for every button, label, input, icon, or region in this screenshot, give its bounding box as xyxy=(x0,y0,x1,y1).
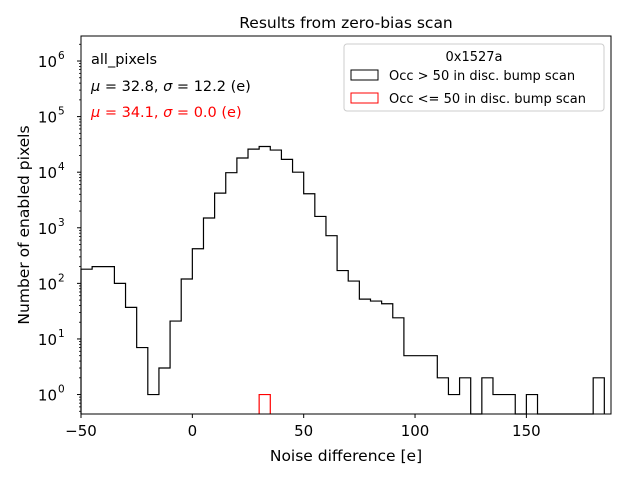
y-tick-exponent: 0 xyxy=(58,384,65,396)
y-tick-label: 10 xyxy=(38,109,57,127)
y-tick-label: 10 xyxy=(38,275,57,293)
legend-label-low-occ: Occ <= 50 in disc. bump scan xyxy=(389,92,586,107)
series-1 xyxy=(258,393,271,414)
legend: 0x1527a Occ > 50 in disc. bump scan Occ … xyxy=(343,43,605,112)
x-tick-label: 100 xyxy=(401,422,430,440)
y-tick-label: 10 xyxy=(38,164,57,182)
histogram-outline-0 xyxy=(80,145,605,415)
x-tick-label: 50 xyxy=(294,422,313,440)
y-tick-exponent: 2 xyxy=(58,272,65,284)
y-tick-label: 10 xyxy=(38,331,57,349)
y-axis-label: Number of enabled pixels xyxy=(15,125,33,324)
y-tick-exponent: 5 xyxy=(58,106,65,118)
y-tick-exponent: 6 xyxy=(58,50,65,62)
legend-title: 0x1527a xyxy=(445,50,502,65)
annotation-all-pixels: all_pixels xyxy=(91,52,157,68)
x-tick-label: 150 xyxy=(512,422,541,440)
y-tick-label: 10 xyxy=(38,220,57,238)
y-tick-label: 10 xyxy=(38,53,57,71)
legend-label-high-occ: Occ > 50 in disc. bump scan xyxy=(389,69,575,84)
plot-frame xyxy=(80,35,612,415)
y-tick-exponent: 3 xyxy=(58,217,65,229)
series-0 xyxy=(80,145,605,415)
legend-swatch-high-occ xyxy=(350,69,379,81)
legend-swatch-low-occ xyxy=(350,92,379,104)
x-tick-label: 0 xyxy=(188,422,198,440)
annotation-stats-low-occ: μ = 34.1, σ = 0.0 (e) xyxy=(90,105,242,121)
y-tick-exponent: 1 xyxy=(58,328,65,340)
y-tick-exponent: 4 xyxy=(58,161,65,173)
x-axis-label: Noise difference [e] xyxy=(270,447,422,465)
histogram-outline-1 xyxy=(258,393,271,414)
x-tick-label: −50 xyxy=(65,422,97,440)
histogram-series xyxy=(80,145,605,415)
chart-title: Results from zero-bias scan xyxy=(239,14,453,32)
y-tick-label: 10 xyxy=(38,387,57,405)
annotation-stats-all: μ = 32.8, σ = 12.2 (e) xyxy=(90,79,251,95)
legend-box xyxy=(343,43,605,112)
